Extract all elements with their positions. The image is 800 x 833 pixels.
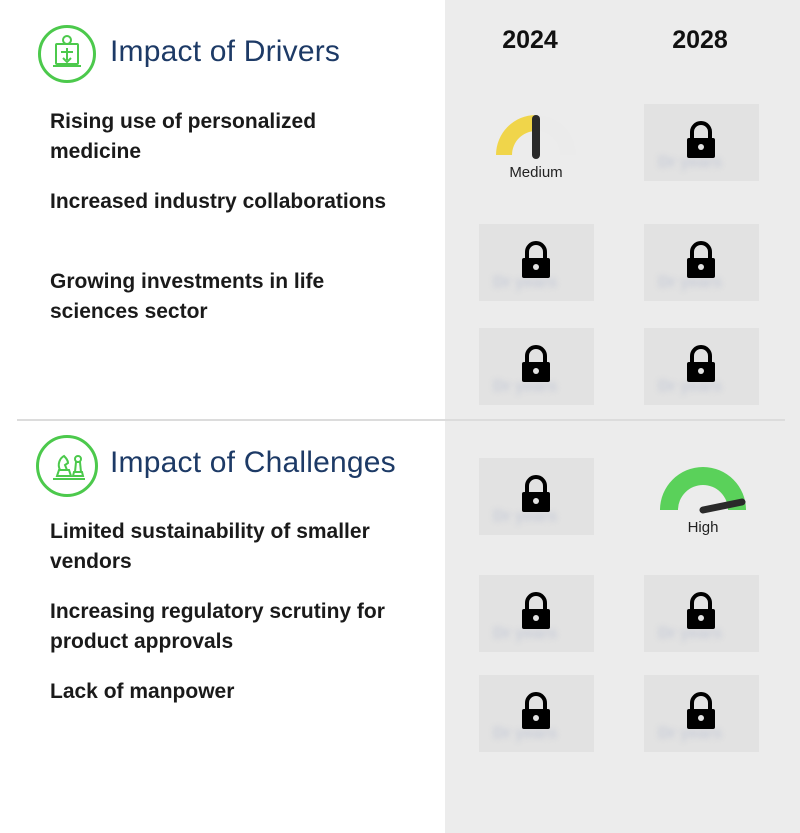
locked-blurred-text: Dr years [493, 378, 558, 395]
gauge-medium [494, 113, 578, 164]
gauge-high-label: High [687, 519, 719, 536]
locked-cell[interactable]: Dr years [479, 675, 594, 752]
section-divider [17, 419, 785, 421]
lock-icon [522, 475, 550, 512]
locked-cell[interactable]: Dr years [479, 575, 594, 652]
drivers-title: Impact of Drivers [110, 35, 341, 68]
locked-cell[interactable]: Dr years [644, 675, 759, 752]
locked-blurred-text: Dr years [493, 508, 558, 525]
driver-item-life-sciences-investments: Growing investments in life sciences sec… [50, 270, 325, 323]
locked-cell[interactable]: Dr years [644, 328, 759, 405]
drivers-icon [38, 25, 96, 83]
locked-blurred-text: Dr years [658, 625, 723, 642]
challenge-item-manpower: Lack of manpower [50, 680, 235, 703]
lock-icon [687, 345, 715, 382]
lock-icon [687, 692, 715, 729]
locked-cell[interactable]: Dr years [644, 224, 759, 301]
year-header-2028: 2028 [672, 26, 728, 54]
year-header-2024: 2024 [502, 26, 558, 54]
locked-cell[interactable]: Dr years [479, 458, 594, 535]
locked-blurred-text: Dr years [658, 154, 723, 171]
challenge-item-smaller-vendors: Limited sustainability of smaller vendor… [50, 520, 370, 573]
lock-icon [522, 592, 550, 629]
locked-blurred-text: Dr years [493, 725, 558, 742]
locked-blurred-text: Dr years [493, 625, 558, 642]
challenges-title: Impact of Challenges [110, 446, 396, 479]
lock-icon [522, 345, 550, 382]
lock-icon [687, 121, 715, 158]
driver-item-industry-collaborations: Increased industry collaborations [50, 190, 387, 213]
locked-cell[interactable]: Dr years [644, 575, 759, 652]
locked-blurred-text: Dr years [493, 274, 558, 291]
lock-icon [687, 592, 715, 629]
gauge-high [658, 466, 748, 519]
lock-icon [522, 241, 550, 278]
locked-cell[interactable]: Dr years [479, 224, 594, 301]
locked-blurred-text: Dr years [658, 725, 723, 742]
lock-icon [687, 241, 715, 278]
locked-blurred-text: Dr years [658, 378, 723, 395]
locked-blurred-text: Dr years [658, 274, 723, 291]
gauge-medium-label: Medium [509, 164, 563, 181]
lock-icon [522, 692, 550, 729]
locked-cell[interactable]: Dr years [479, 328, 594, 405]
challenges-icon [36, 435, 98, 497]
driver-item-personalized-medicine: Rising use of personalized medicine [50, 110, 317, 163]
challenge-item-regulatory-scrutiny: Increasing regulatory scrutiny for produ… [50, 600, 385, 653]
locked-cell[interactable]: Dr years [644, 104, 759, 181]
